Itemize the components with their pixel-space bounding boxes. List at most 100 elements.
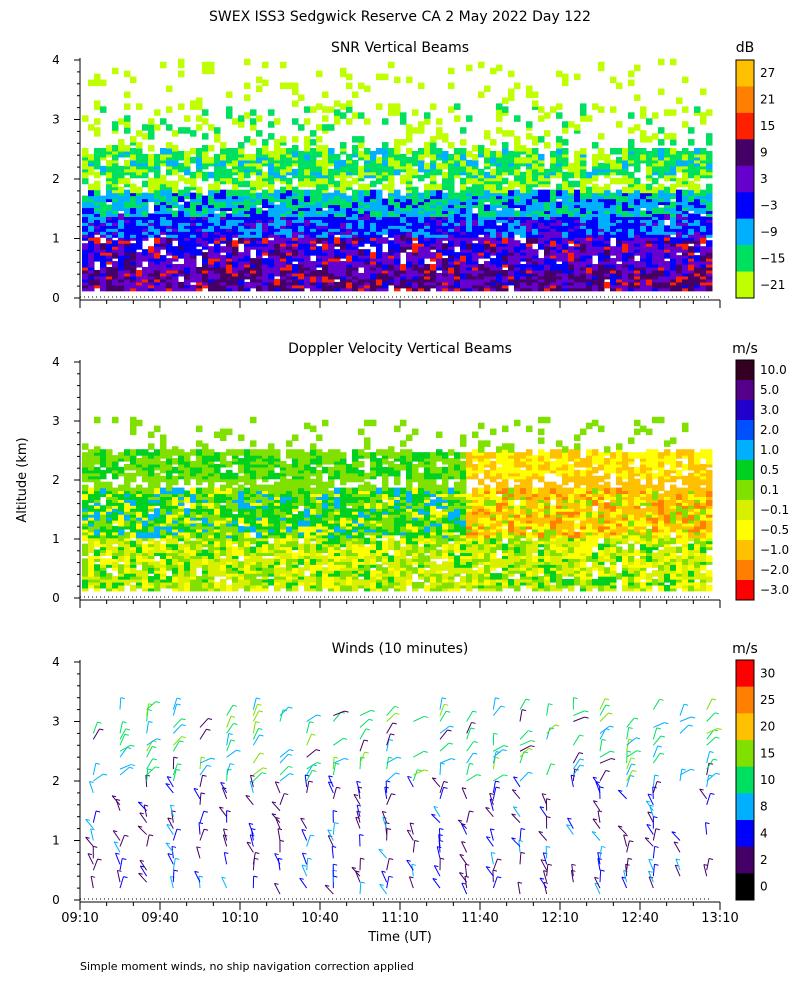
colorbar-swatch bbox=[736, 420, 754, 441]
x-tick-label: 09:40 bbox=[141, 911, 178, 926]
colorbar-label: −0.5 bbox=[760, 523, 789, 537]
snr-unit-label: dB bbox=[736, 40, 755, 56]
colorbar-label: 21 bbox=[760, 93, 775, 107]
x-tick-label: 13:10 bbox=[701, 911, 738, 926]
colorbar-swatch bbox=[736, 112, 754, 140]
colorbar-label: 15 bbox=[760, 119, 775, 133]
snr-panel-title: SNR Vertical Beams bbox=[331, 40, 469, 56]
y-tick-label: 2 bbox=[52, 172, 60, 186]
colorbar-label: −9 bbox=[760, 225, 778, 239]
colorbar-swatch bbox=[736, 440, 754, 461]
colorbar-label: 2 bbox=[760, 853, 768, 867]
colorbar-label: 4 bbox=[760, 826, 768, 840]
doppler-colorbar: 10.0 5.0 3.0 2.0 1.0 0.5 0.1 −0.1 −0.5 −1.0 −2.0 −3… bbox=[735, 359, 789, 601]
x-tick-label: 09:10 bbox=[61, 911, 98, 926]
colorbar-label: 25 bbox=[760, 693, 775, 707]
colorbar-swatch bbox=[736, 686, 754, 714]
doppler-axes: 0 1 2 3 4 bbox=[52, 355, 721, 608]
y-tick-label: 2 bbox=[52, 774, 60, 788]
y-tick-label: 1 bbox=[52, 532, 60, 546]
colorbar-label: 3.0 bbox=[760, 403, 779, 417]
y-tick-label: 2 bbox=[52, 473, 60, 487]
wind-barbs bbox=[85, 697, 722, 895]
y-tick-label: 4 bbox=[52, 53, 60, 67]
snr-axes: 0 1 2 3 4 bbox=[52, 53, 721, 308]
colorbar-label: 1.0 bbox=[760, 443, 779, 457]
footnote: Simple moment winds, no ship navigation … bbox=[80, 960, 414, 973]
x-tick-labels: 09:10 09:40 10:10 10:40 11:10 11:40 12:10 12:40… bbox=[61, 911, 738, 926]
colorbar-swatch bbox=[736, 540, 754, 561]
doppler-heatmap bbox=[82, 416, 713, 592]
colorbar-swatch bbox=[736, 560, 754, 581]
colorbar-swatch bbox=[736, 271, 754, 299]
colorbar-label: −21 bbox=[760, 278, 785, 292]
colorbar-swatch bbox=[736, 60, 754, 87]
y-tick-label: 0 bbox=[52, 291, 60, 305]
doppler-unit-label: m/s bbox=[732, 341, 758, 357]
colorbar-swatch bbox=[736, 86, 754, 114]
y-tick-label: 3 bbox=[52, 414, 60, 428]
colorbar-swatch bbox=[736, 500, 754, 521]
colorbar-label: 0.5 bbox=[760, 463, 779, 477]
snr-colorbar: 27 21 15 9 3 −3 −9 −15 −21 bbox=[735, 59, 785, 299]
colorbar-label: −15 bbox=[760, 251, 785, 265]
figure-title: SWEX ISS3 Sedgwick Reserve CA 2 May 2022… bbox=[209, 9, 591, 25]
colorbar-swatch bbox=[736, 245, 754, 272]
doppler-panel-title: Doppler Velocity Vertical Beams bbox=[288, 341, 512, 357]
y-tick-label: 1 bbox=[52, 232, 60, 246]
colorbar-swatch bbox=[736, 192, 754, 219]
x-axis-label: Time (UT) bbox=[367, 930, 432, 945]
y-tick-label: 4 bbox=[52, 355, 60, 369]
colorbar-label: −0.1 bbox=[760, 503, 789, 517]
colorbar-label: −3 bbox=[760, 198, 778, 212]
colorbar-swatch bbox=[736, 660, 754, 687]
colorbar-swatch bbox=[736, 820, 754, 847]
colorbar-swatch bbox=[736, 460, 754, 481]
y-axis-label: Altitude (km) bbox=[15, 437, 30, 522]
y-tick-label: 3 bbox=[52, 715, 60, 729]
winds-axes: 0 1 2 3 4 bbox=[52, 655, 721, 910]
colorbar-label: 9 bbox=[760, 146, 768, 160]
x-tick-label: 10:40 bbox=[301, 911, 338, 926]
snr-panel: SNR Vertical Beams 0 1 2 3 4 dB 27 21 15 9 3 −3 −9… bbox=[52, 40, 785, 308]
x-tick-label: 10:10 bbox=[221, 911, 258, 926]
x-tick-label: 11:10 bbox=[381, 911, 418, 926]
y-tick-label: 0 bbox=[52, 591, 60, 605]
colorbar-swatch bbox=[736, 380, 754, 401]
colorbar-label: 27 bbox=[760, 66, 775, 80]
colorbar-label: 10.0 bbox=[760, 363, 787, 377]
x-tick-label: 12:40 bbox=[621, 911, 658, 926]
colorbar-swatch bbox=[736, 400, 754, 421]
colorbar-swatch bbox=[736, 520, 754, 541]
y-tick-label: 4 bbox=[52, 655, 60, 669]
colorbar-label: 15 bbox=[760, 746, 775, 760]
colorbar-swatch bbox=[736, 766, 754, 794]
y-tick-label: 0 bbox=[52, 893, 60, 907]
colorbar-label: 10 bbox=[760, 773, 775, 787]
colorbar-swatch bbox=[736, 480, 754, 501]
snr-heatmap bbox=[82, 58, 713, 292]
colorbar-label: 30 bbox=[760, 666, 775, 680]
colorbar-label: −2.0 bbox=[760, 563, 789, 577]
colorbar-label: 8 bbox=[760, 800, 768, 814]
colorbar-label: 0 bbox=[760, 880, 768, 894]
colorbar-swatch bbox=[736, 360, 754, 381]
colorbar-label: 5.0 bbox=[760, 383, 779, 397]
winds-unit-label: m/s bbox=[732, 641, 758, 657]
colorbar-swatch bbox=[736, 218, 754, 246]
colorbar-swatch bbox=[736, 740, 754, 767]
y-tick-label: 1 bbox=[52, 834, 60, 848]
x-tick-label: 12:10 bbox=[541, 911, 578, 926]
colorbar-swatch bbox=[736, 139, 754, 167]
colorbar-swatch bbox=[736, 873, 754, 901]
colorbar-swatch bbox=[736, 165, 754, 193]
colorbar-label: 2.0 bbox=[760, 423, 779, 437]
colorbar-swatch bbox=[736, 713, 754, 741]
y-tick-label: 3 bbox=[52, 113, 60, 127]
doppler-panel: Doppler Velocity Vertical Beams 0 1 2 3 4 m/… bbox=[52, 341, 789, 608]
colorbar-label: 0.1 bbox=[760, 483, 779, 497]
x-tick-label: 11:40 bbox=[461, 911, 498, 926]
